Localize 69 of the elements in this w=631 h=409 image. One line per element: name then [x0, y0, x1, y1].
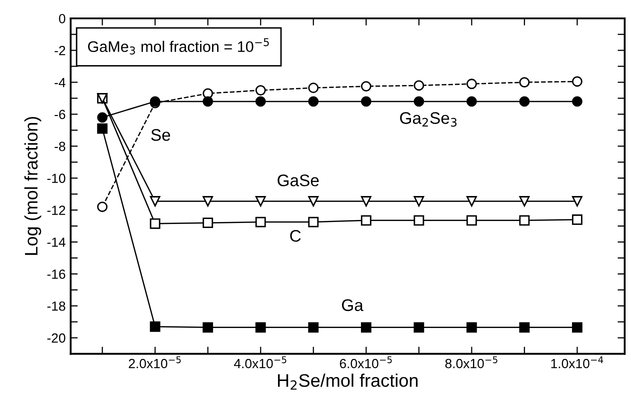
point — [255, 196, 266, 206]
point — [414, 215, 424, 226]
point — [414, 196, 424, 206]
y-tick-label: -18 — [47, 301, 66, 311]
series-label: Se — [151, 129, 170, 141]
point — [308, 322, 319, 333]
point — [572, 196, 582, 206]
series-label: Ga$_{2}$Se$_{3}$ — [400, 112, 457, 127]
point — [255, 322, 266, 333]
point — [572, 96, 582, 107]
point — [202, 218, 214, 228]
y-tick-label: -12 — [47, 206, 66, 215]
point — [97, 112, 108, 123]
point — [414, 80, 424, 91]
annotation: GaMe$_{3}$ mol fraction = 10$^{−5}$ — [88, 38, 269, 55]
series-label: C — [290, 230, 301, 242]
point — [572, 76, 582, 87]
point — [150, 321, 160, 332]
point — [572, 322, 582, 333]
y-tick-label: -4 — [54, 78, 66, 88]
y-tick-label: -6 — [54, 110, 66, 120]
point — [202, 322, 214, 333]
point — [150, 196, 160, 206]
point — [255, 216, 266, 228]
y-axis-title: Log (mol fraction) — [24, 116, 42, 255]
point — [255, 85, 266, 96]
x-tick-label: 1.0x10$^{−4}$ — [551, 356, 604, 368]
y-tick-label: -10 — [47, 174, 66, 184]
point — [97, 123, 108, 134]
point — [360, 196, 372, 206]
point — [360, 322, 372, 333]
point — [466, 215, 477, 226]
point — [414, 96, 424, 107]
point — [519, 215, 530, 226]
point — [308, 216, 319, 228]
point — [519, 77, 530, 88]
y-tick-label: -14 — [47, 238, 66, 247]
point — [414, 322, 424, 333]
point — [150, 218, 160, 229]
point — [466, 322, 477, 333]
y-tick-label: -2 — [54, 46, 66, 56]
x-axis-title: H$_{2}$Se/mol fraction — [278, 374, 418, 390]
point — [97, 202, 108, 212]
point — [466, 96, 477, 107]
x-tick-label: 4.0x10$^{−5}$ — [234, 356, 286, 368]
point — [519, 196, 530, 206]
series-label: Ga — [342, 299, 364, 312]
point — [255, 96, 266, 107]
point — [202, 96, 214, 107]
y-tick-label: -16 — [47, 270, 66, 279]
x-tick-label: 6.0x10$^{−5}$ — [340, 356, 392, 368]
x-tick-label: 8.0x10$^{−5}$ — [445, 356, 498, 368]
y-tick-label: -8 — [54, 142, 66, 152]
point — [360, 96, 372, 107]
y-tick-label: 0 — [58, 14, 66, 24]
series-label: GaSe — [278, 174, 319, 186]
point — [308, 96, 319, 107]
point — [308, 196, 319, 206]
point — [360, 81, 372, 92]
point — [360, 215, 372, 226]
point — [519, 96, 530, 107]
point — [202, 196, 214, 206]
y-tick-label: -20 — [47, 333, 66, 343]
point — [466, 196, 477, 206]
x-tick-label: 2.0x10$^{−5}$ — [128, 356, 181, 368]
point — [519, 322, 530, 333]
point — [308, 82, 319, 94]
point — [572, 214, 582, 225]
point — [466, 78, 477, 90]
